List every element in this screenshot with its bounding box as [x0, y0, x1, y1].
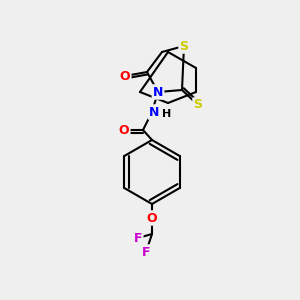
Text: F: F: [142, 245, 150, 259]
Text: O: O: [147, 212, 157, 224]
Text: N: N: [153, 85, 163, 98]
Text: H: H: [162, 109, 171, 119]
Text: N: N: [149, 106, 159, 118]
Text: O: O: [120, 70, 130, 83]
Text: O: O: [119, 124, 129, 136]
Text: F: F: [134, 232, 142, 244]
Text: S: S: [179, 40, 188, 52]
Text: S: S: [194, 98, 202, 112]
